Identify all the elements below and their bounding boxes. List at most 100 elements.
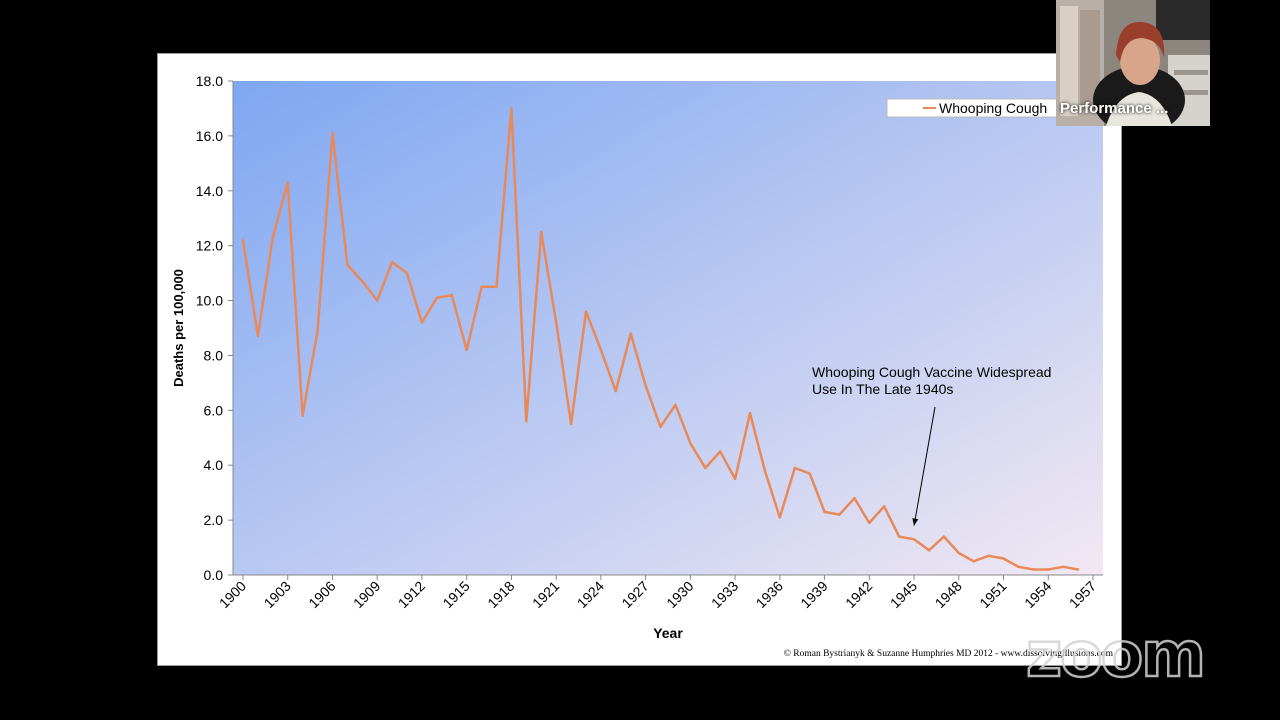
y-axis-label: Deaths per 100,000 — [171, 269, 186, 387]
zoom-watermark: zoom — [1025, 617, 1207, 693]
plot-area — [233, 81, 1103, 575]
data-point — [361, 280, 364, 283]
data-point — [376, 299, 379, 302]
x-tick-label: 1945 — [887, 578, 920, 611]
data-point — [718, 450, 722, 453]
y-tick-label: 0.0 — [204, 567, 224, 583]
y-tick-label: 14.0 — [196, 183, 223, 199]
data-point — [897, 535, 901, 538]
series-layer — [241, 107, 1080, 571]
data-point — [823, 510, 826, 514]
data-point — [346, 263, 349, 267]
x-tick-label: 1948 — [932, 578, 965, 611]
x-tick-label: 1954 — [1021, 578, 1054, 611]
legend: Whooping Cough — [886, 98, 1058, 118]
data-point — [912, 538, 916, 541]
y-tick-label: 16.0 — [196, 128, 223, 144]
data-point — [525, 420, 528, 423]
annotation-arrow — [913, 406, 936, 526]
y-tick-label: 10.0 — [196, 293, 223, 309]
data-point — [510, 107, 513, 110]
y-tick-label: 6.0 — [204, 402, 224, 418]
x-tick-label: 1933 — [708, 578, 741, 611]
annotation-line-2: Use In The Late 1940s — [812, 381, 953, 397]
y-tick-label: 4.0 — [204, 457, 224, 473]
data-point — [1002, 557, 1005, 560]
participant-name: Performance ... — [1060, 100, 1169, 117]
data-point — [465, 348, 468, 352]
data-point — [480, 285, 483, 289]
x-tick-label: 1951 — [976, 578, 1009, 611]
participant-video[interactable]: Performance ... — [1056, 0, 1210, 126]
x-tick-label: 1915 — [439, 578, 472, 611]
data-point — [390, 260, 394, 264]
data-point — [1017, 565, 1020, 568]
data-point — [316, 329, 319, 332]
data-point — [674, 403, 677, 407]
data-point — [256, 335, 260, 338]
x-axis: 1900 1903 1906 1909 1912 1915 1918 1921 1924 1927… — [216, 574, 1103, 611]
x-tick-label: 1906 — [305, 578, 338, 611]
data-point — [659, 425, 662, 428]
y-tick-label: 18.0 — [196, 73, 223, 89]
data-point — [569, 422, 573, 426]
x-tick-label: 1930 — [663, 578, 696, 611]
legend-label: Whooping Cough — [939, 100, 1047, 116]
data-point — [1076, 568, 1080, 571]
y-tick-label: 12.0 — [196, 238, 223, 254]
y-tick-label: 2.0 — [204, 512, 224, 528]
x-tick-label: 1942 — [842, 578, 875, 611]
data-point — [241, 238, 245, 242]
annotation: Whooping Cough Vaccine Widespread Use In… — [812, 364, 1051, 526]
data-point — [1032, 568, 1035, 571]
data-point — [540, 230, 543, 234]
data-point — [1047, 568, 1050, 571]
data-point — [733, 477, 737, 481]
data-point — [748, 411, 752, 415]
x-tick-label: 1924 — [574, 578, 607, 611]
data-point — [1061, 565, 1065, 568]
data-point — [450, 293, 453, 297]
data-point — [644, 384, 647, 387]
data-point — [763, 469, 767, 472]
x-tick-label: 1939 — [797, 578, 830, 611]
data-point — [286, 181, 289, 184]
annotation-line-1: Whooping Cough Vaccine Widespread — [812, 364, 1051, 380]
data-point — [495, 285, 498, 289]
data-point — [793, 466, 796, 470]
data-point — [301, 414, 304, 418]
x-axis-label: Year — [653, 625, 683, 641]
data-point — [614, 389, 618, 393]
data-point — [778, 516, 782, 519]
chart-slide: 0.0 2.0 4.0 6.0 8.0 10.0 12.0 14.0 16.0 18.0 1900… — [157, 53, 1122, 666]
x-tick-label: 1927 — [618, 578, 651, 611]
x-tick-label: 1903 — [261, 578, 294, 611]
data-point — [331, 131, 334, 135]
annotation-arrowhead — [912, 518, 919, 526]
data-point — [942, 535, 946, 538]
data-point — [868, 521, 871, 525]
line-chart: 0.02.04.06.08.010.012.014.016.018.0 1900… — [171, 73, 1114, 659]
data-point — [435, 296, 439, 300]
data-point — [584, 310, 588, 313]
data-point — [405, 271, 409, 275]
x-tick-label: 1921 — [529, 578, 562, 611]
data-point — [957, 551, 960, 555]
data-point — [883, 505, 886, 508]
data-point — [808, 472, 811, 475]
y-tick-label: 8.0 — [204, 347, 224, 363]
data-point — [599, 348, 603, 352]
data-point — [838, 513, 841, 516]
data-point — [689, 442, 692, 445]
data-point — [927, 549, 931, 552]
data-point — [853, 496, 856, 500]
data-point — [987, 554, 990, 557]
participant-video-frame — [1056, 0, 1210, 126]
data-point — [554, 321, 558, 324]
x-tick-label: 1936 — [753, 578, 786, 611]
x-tick-label: 1912 — [395, 578, 428, 611]
x-tick-label: 1909 — [350, 578, 383, 611]
data-point — [629, 332, 632, 335]
y-axis: 0.0 2.0 4.0 6.0 8.0 10.0 12.0 14.0 16.0 18.0 — [196, 73, 234, 583]
x-tick-label: 1957 — [1066, 578, 1099, 611]
